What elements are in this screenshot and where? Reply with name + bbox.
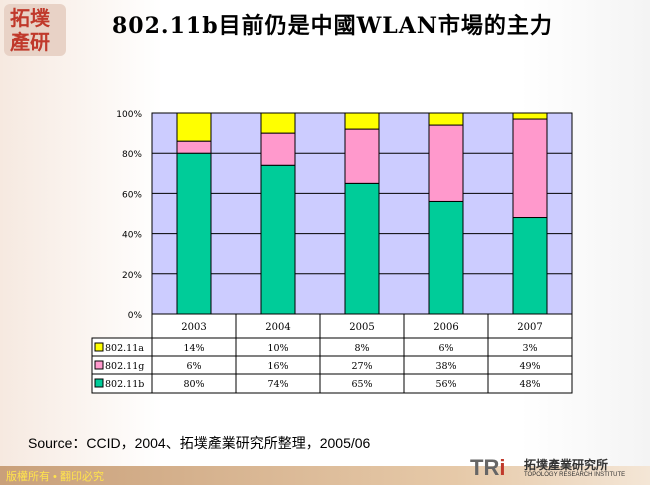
y-tick-label: 20% xyxy=(122,271,142,281)
data-label: 48% xyxy=(519,379,540,390)
data-label: 56% xyxy=(435,379,456,390)
y-tick-label: 40% xyxy=(122,231,142,241)
bar-802.11g-2004 xyxy=(260,132,296,166)
bar-802.11g-2003 xyxy=(176,140,212,154)
x-tick-label: 2005 xyxy=(349,322,374,333)
bar-802.11b-2006 xyxy=(428,200,464,315)
bar-802.11a-2006 xyxy=(428,112,464,126)
bar-802.11a-2007 xyxy=(512,112,548,120)
bar-802.11b-2007 xyxy=(512,217,548,315)
brand-subtitle: TOPOLOGY RESEARCH INSTITUTE xyxy=(524,472,626,478)
data-label: 38% xyxy=(435,361,456,372)
bar-802.11b-2005 xyxy=(344,182,380,315)
bar-802.11b-2004 xyxy=(260,164,296,315)
legend-label: 802.11b xyxy=(105,379,144,390)
bar-802.11b-2003 xyxy=(176,152,212,315)
data-label: 80% xyxy=(183,379,204,390)
bar-802.11g-2006 xyxy=(428,124,464,202)
legend-swatch-802.11a xyxy=(94,342,104,352)
bar-802.11a-2003 xyxy=(176,112,212,142)
data-label: 16% xyxy=(267,361,288,372)
page-title: 802.11b目前仍是中國WLAN市場的主力 xyxy=(112,13,553,39)
y-tick-label: 100% xyxy=(116,110,142,120)
data-label: 6% xyxy=(438,343,453,354)
data-label: 8% xyxy=(354,343,369,354)
data-label: 10% xyxy=(267,343,288,354)
y-tick-label: 80% xyxy=(122,150,142,160)
x-tick-label: 2007 xyxy=(517,322,542,333)
y-tick-label: 60% xyxy=(122,190,142,200)
footer-bar: 版權所有 • 翻印必究 xyxy=(0,466,650,485)
legend-swatch-802.11g xyxy=(94,360,104,370)
bar-802.11g-2005 xyxy=(344,128,380,184)
bar-802.11a-2004 xyxy=(260,112,296,134)
data-label: 27% xyxy=(351,361,372,372)
legend-swatch-802.11b xyxy=(94,378,104,388)
legend-label: 802.11g xyxy=(105,361,144,372)
data-label: 74% xyxy=(267,379,288,390)
x-tick-label: 2004 xyxy=(265,322,290,333)
data-label: 65% xyxy=(351,379,372,390)
bar-802.11g-2007 xyxy=(512,118,548,219)
data-label: 6% xyxy=(186,361,201,372)
source-note: Source：CCID，2004、拓墣產業研究所整理，2005/06 xyxy=(28,435,371,451)
legend-label: 802.11a xyxy=(105,343,144,354)
data-label: 49% xyxy=(519,361,540,372)
y-tick-label: 0% xyxy=(128,311,143,321)
tri-logo: TRi xyxy=(470,455,506,480)
x-tick-label: 2003 xyxy=(181,322,206,333)
table-body-bg xyxy=(91,337,573,394)
brand-name: 拓墣產業研究所 xyxy=(524,458,609,472)
data-label: 14% xyxy=(183,343,204,354)
data-label: 3% xyxy=(522,343,537,354)
logo: 拓墣 產研 xyxy=(4,4,66,56)
bar-802.11a-2005 xyxy=(344,112,380,130)
copyright: 版權所有 • 翻印必究 xyxy=(6,471,104,483)
x-tick-label: 2006 xyxy=(433,322,458,333)
